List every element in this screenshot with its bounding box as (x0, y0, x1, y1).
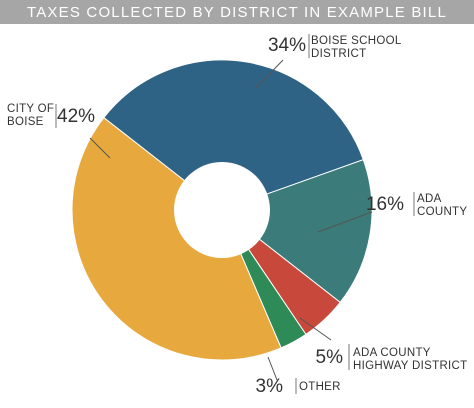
slice-label-3-line-0: OTHER (299, 381, 341, 393)
slice-percent-1: 16% (366, 194, 404, 215)
slice-percent-2: 5% (316, 347, 344, 368)
slice-label-1-line-0: ADA (417, 193, 442, 205)
leader-line-1 (317, 211, 373, 233)
chart-title: TAXES COLLECTED BY DISTRICT IN EXAMPLE B… (26, 3, 448, 21)
slice-percent-0: 34% (268, 35, 306, 56)
slice-label-4-line-1: BOISE (7, 116, 44, 128)
leader-line-3 (267, 356, 278, 381)
leader-line-2 (299, 317, 332, 341)
leader-line-4 (89, 137, 111, 159)
slice-label-2-line-0: ADA COUNTY (353, 347, 431, 359)
slice-0 (103, 59, 364, 211)
donut-hole (174, 162, 270, 258)
title-bar: TAXES COLLECTED BY DISTRICT IN EXAMPLE B… (0, 0, 474, 24)
slice-percent-3: 3% (256, 376, 284, 397)
slice-label-1-line-1: COUNTY (417, 206, 467, 218)
slice-4 (71, 116, 282, 361)
slice-percent-4: 42% (57, 106, 95, 127)
donut-slices (71, 59, 373, 361)
slice-label-0-line-0: BOISE SCHOOL (311, 35, 402, 47)
slice-label-4-line-0: CITY OF (7, 103, 54, 115)
slice-label-0-line-1: DISTRICT (311, 48, 366, 60)
slice-1 (220, 159, 373, 304)
slice-label-2-line-1: HIGHWAY DISTRICT (353, 360, 467, 372)
leader-line-0 (255, 59, 284, 89)
